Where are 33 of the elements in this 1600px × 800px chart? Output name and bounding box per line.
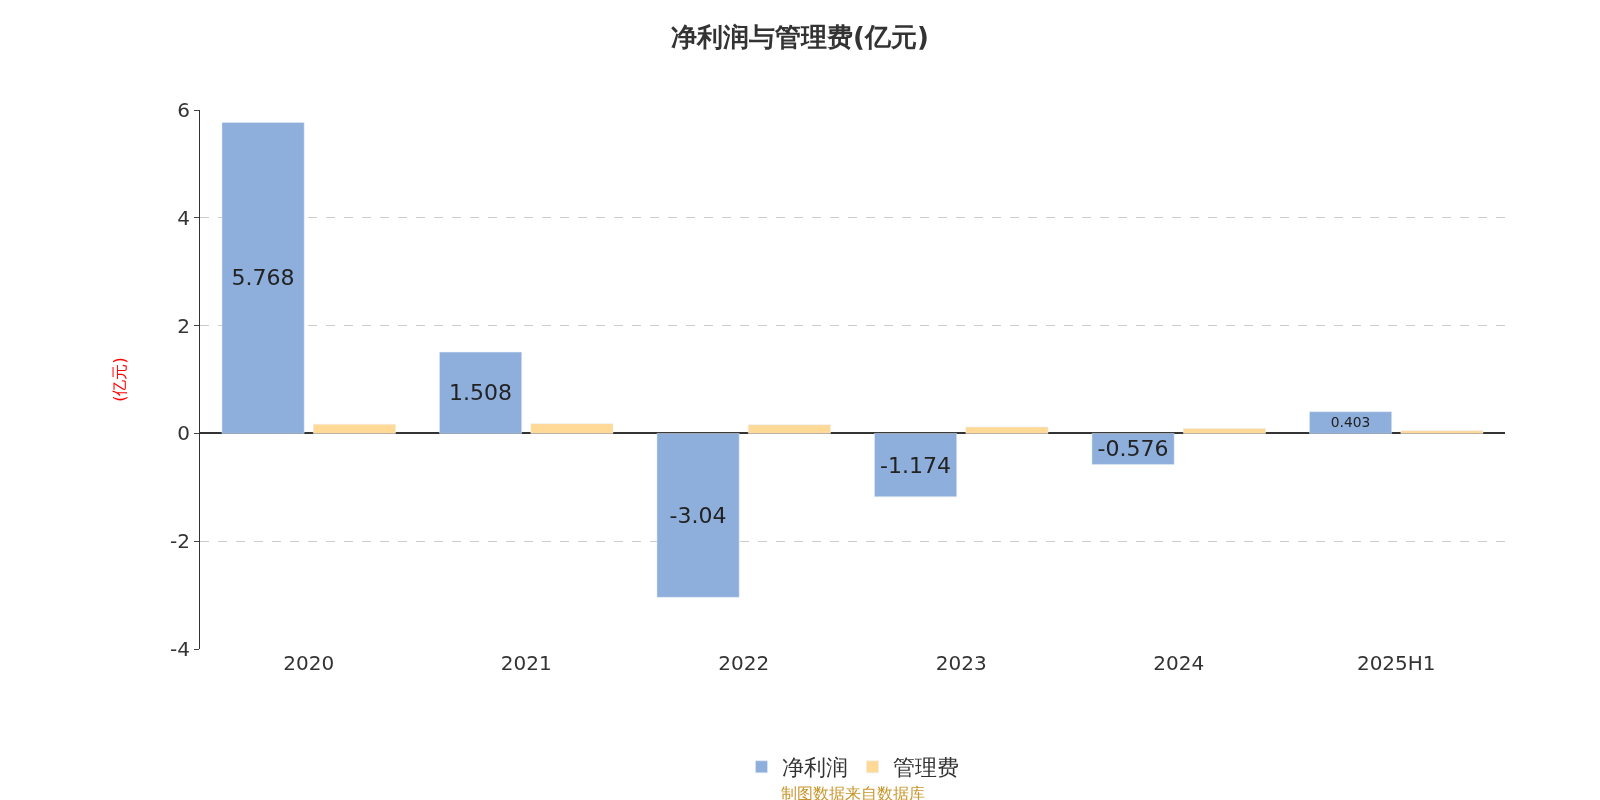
y-tick-label: 2 — [177, 313, 190, 338]
bar — [1183, 428, 1266, 434]
x-tick-label: 2022 — [718, 651, 770, 675]
bar — [530, 423, 614, 434]
legend-label: 净利润 — [781, 755, 848, 781]
x-tick-label: 2025H1 — [1356, 651, 1436, 675]
legend-label: 管理费 — [892, 755, 959, 781]
data-label: -3.04 — [669, 502, 727, 528]
data-label: 1.508 — [449, 380, 513, 406]
y-axis-title: (亿元) — [109, 357, 129, 402]
y-tick-label: -4 — [170, 637, 190, 661]
bar — [221, 122, 305, 434]
bar — [748, 424, 831, 434]
y-tick-label: 0 — [177, 421, 190, 446]
x-tick-label: 2023 — [935, 651, 987, 675]
x-tick-label: 2021 — [500, 651, 552, 675]
data-label: -0.576 — [1097, 436, 1169, 462]
x-tick-label: 2024 — [1153, 651, 1205, 675]
data-label: -1.174 — [880, 452, 952, 478]
x-tick-label: 2020 — [283, 651, 335, 675]
y-tick-label: 4 — [177, 205, 190, 230]
chart-title: 净利润与管理费(亿元) — [671, 22, 929, 53]
data-label: 5.768 — [231, 265, 295, 291]
bar — [965, 426, 1049, 434]
bar — [874, 433, 957, 497]
bar — [1400, 430, 1484, 434]
bar — [656, 433, 740, 598]
y-tick-label: 6 — [177, 98, 190, 122]
y-tick-label: -2 — [170, 529, 190, 554]
data-label: 0.403 — [1330, 414, 1371, 431]
bar — [313, 423, 396, 434]
bar — [439, 351, 522, 434]
bar — [1309, 411, 1392, 434]
